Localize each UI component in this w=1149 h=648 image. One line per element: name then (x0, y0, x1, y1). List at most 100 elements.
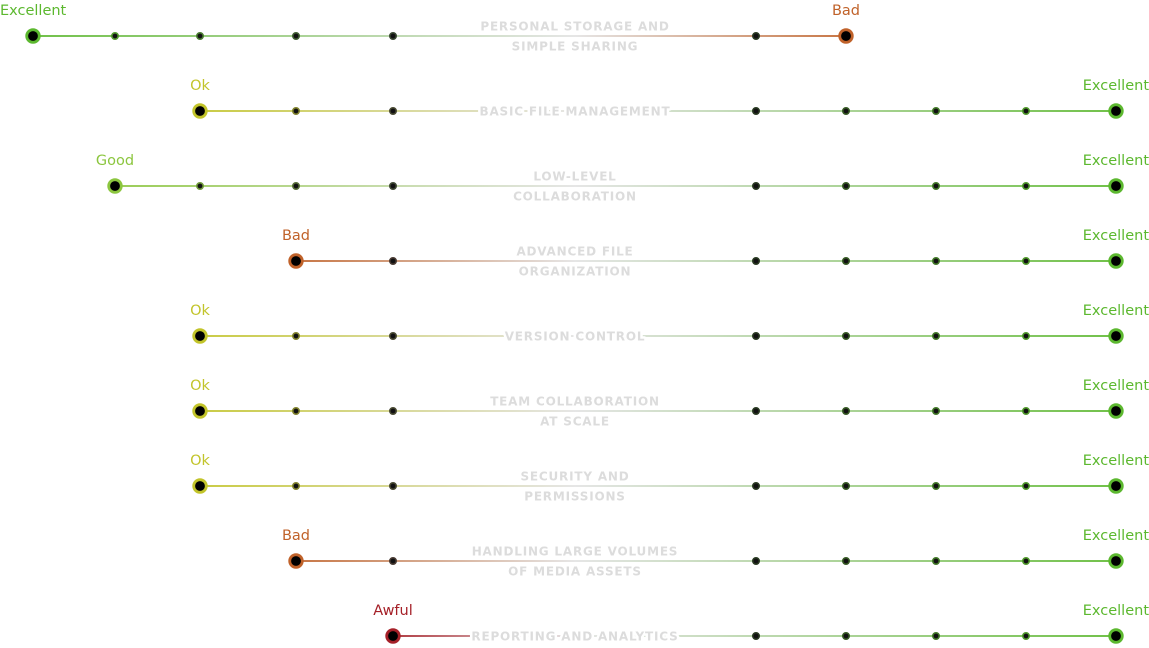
scale-dot (841, 182, 850, 191)
scale-dot (388, 406, 397, 415)
category-label: LOW-LEVEL (533, 169, 616, 183)
category-label: SIMPLE SHARING (512, 39, 639, 53)
scale-dot (751, 256, 760, 265)
comparison-row: LOW-LEVELLOW-LEVELCOLLABORATIONCOLLABORA… (96, 153, 1149, 206)
category-label-halo: AT SCALE (540, 414, 610, 428)
scale-dot (931, 256, 940, 265)
scale-dot (931, 556, 940, 565)
scale-dot (388, 331, 397, 340)
category-label-halo: ADVANCED FILE (516, 244, 633, 258)
scale-dot (841, 406, 850, 415)
right-rating-label: Excellent (1083, 78, 1149, 94)
category-label-halo: LOW-LEVEL (533, 169, 616, 183)
scale-dot (751, 182, 760, 191)
category-label-halo: HANDLING LARGE VOLUMES (472, 544, 679, 558)
scale-dot (751, 406, 760, 415)
left-rating-marker (192, 103, 208, 119)
category-label: TEAM COLLABORATION (490, 394, 660, 408)
scale-dot (751, 481, 760, 490)
scale-dot (1021, 406, 1030, 415)
left-rating-label: Ok (190, 303, 210, 319)
right-rating-label: Excellent (1083, 603, 1149, 619)
scale-dot (388, 256, 397, 265)
right-rating-marker (1108, 403, 1124, 419)
scale-dot (291, 182, 300, 191)
category-label: AT SCALE (540, 414, 610, 428)
scale-dot (931, 331, 940, 340)
category-label-halo: OF MEDIA ASSETS (508, 564, 642, 578)
category-label-halo: PERMISSIONS (524, 489, 626, 503)
scale-dot (388, 556, 397, 565)
scale-dot (1021, 556, 1030, 565)
scale-dot (751, 31, 760, 40)
left-rating-label: Ok (190, 453, 210, 469)
left-rating-marker (192, 403, 208, 419)
left-rating-label: Good (96, 153, 134, 169)
right-rating-marker (1108, 178, 1124, 194)
category-label: PERMISSIONS (524, 489, 626, 503)
right-rating-label: Excellent (1083, 528, 1149, 544)
scale-dot (931, 107, 940, 116)
category-label-halo: TEAM COLLABORATION (490, 394, 660, 408)
right-rating-marker (1108, 478, 1124, 494)
scale-dot (388, 31, 397, 40)
scale-dot (291, 107, 300, 116)
category-label: ORGANIZATION (519, 264, 632, 278)
scale-dot (388, 481, 397, 490)
category-label-halo: PERSONAL STORAGE AND (480, 19, 669, 33)
left-rating-marker (288, 253, 304, 269)
left-rating-marker (25, 28, 41, 44)
scale-dot (1021, 331, 1030, 340)
category-label: VERSION CONTROL (505, 329, 646, 343)
scale-dot (841, 107, 850, 116)
category-label: REPORTING AND ANALYTICS (471, 629, 678, 643)
scale-dot (841, 556, 850, 565)
category-label: PERSONAL STORAGE AND (480, 19, 669, 33)
scale-dot (291, 31, 300, 40)
scale-dot (111, 31, 120, 40)
scale-dot (841, 481, 850, 490)
right-rating-marker (1108, 328, 1124, 344)
right-rating-label: Excellent (1083, 378, 1149, 394)
right-rating-label: Excellent (1083, 303, 1149, 319)
right-rating-label: Bad (832, 3, 860, 19)
category-label: COLLABORATION (513, 189, 637, 203)
left-rating-marker (288, 553, 304, 569)
left-rating-label: Awful (373, 603, 413, 619)
scale-dot (751, 556, 760, 565)
category-label: BASIC FILE MANAGEMENT (480, 104, 671, 118)
right-rating-label: Excellent (1083, 228, 1149, 244)
right-rating-marker (1108, 553, 1124, 569)
category-label: HANDLING LARGE VOLUMES (472, 544, 679, 558)
right-rating-label: Excellent (1083, 153, 1149, 169)
scale-dot (751, 331, 760, 340)
scale-dot (196, 182, 205, 191)
category-label-halo: SECURITY AND (520, 469, 629, 483)
left-rating-label: Excellent (0, 3, 67, 19)
scale-dot (1021, 256, 1030, 265)
right-rating-label: Excellent (1083, 453, 1149, 469)
category-label-halo: ORGANIZATION (519, 264, 632, 278)
scale-dot (1021, 481, 1030, 490)
scale-dot (931, 481, 940, 490)
left-rating-label: Ok (190, 78, 210, 94)
left-rating-label: Bad (282, 228, 310, 244)
left-rating-marker (107, 178, 123, 194)
scale-dot (1021, 631, 1030, 640)
category-label-halo: BASIC FILE MANAGEMENT (480, 104, 671, 118)
left-rating-marker (385, 628, 401, 644)
category-label-halo: SIMPLE SHARING (512, 39, 639, 53)
category-label: OF MEDIA ASSETS (508, 564, 642, 578)
scale-dot (931, 406, 940, 415)
left-rating-label: Ok (190, 378, 210, 394)
right-rating-marker (1108, 103, 1124, 119)
scale-dot (291, 406, 300, 415)
scale-dot (841, 256, 850, 265)
scale-dot (841, 331, 850, 340)
